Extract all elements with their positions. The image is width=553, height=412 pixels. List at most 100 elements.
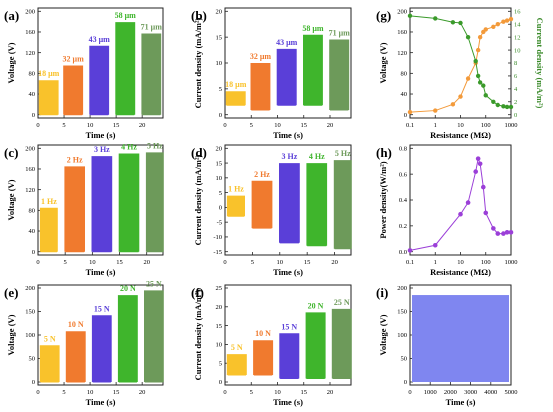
series-3: 15 N (279, 322, 300, 380)
series-bursts (39, 207, 58, 252)
x-tick-label: 10 (274, 389, 281, 396)
y-tick-label: 200 (25, 285, 35, 292)
series-bursts (303, 34, 323, 106)
y-tick-label: 0 (219, 379, 222, 386)
x-tick-label: 10 (87, 389, 94, 396)
x-axis-label: Time (s) (86, 267, 116, 277)
series-bursts (91, 315, 112, 382)
y-axis-label: Voltage (V) (378, 42, 388, 83)
series-bursts (145, 152, 164, 252)
x-tick-label: 10 (457, 122, 464, 129)
panel-label: (b) (191, 8, 207, 23)
x-tick-label: 15 (116, 259, 123, 266)
x-tick-label: 10 (457, 259, 464, 266)
y-tick-label: 0.6 (399, 171, 408, 178)
y-axis-label: Power density(W/m²) (378, 161, 388, 238)
y-tick-label: 0 (32, 112, 35, 119)
data-point (501, 231, 506, 236)
x-tick-label: 0 (36, 259, 39, 266)
data-point (458, 94, 463, 99)
series-bursts (226, 354, 247, 375)
x-axis-label: Time (s) (86, 130, 116, 140)
y-axis-label: Voltage (V) (6, 42, 16, 83)
data-point (481, 83, 486, 88)
y-axis-label: Current density (mA/m²) (193, 154, 203, 245)
series-2: 10 N (253, 329, 274, 376)
series-5: 5 Hz (333, 149, 352, 250)
data-point (501, 19, 506, 24)
y2-tick-label: 6 (514, 73, 518, 80)
y-tick-label: -15 (213, 249, 222, 256)
panel-a: (a) 0 40 80 120 160 200 Voltage (V) Time (s) 0 5 10… (4, 7, 164, 140)
series-bursts (331, 308, 352, 379)
series-bursts (39, 345, 60, 382)
y2-tick-label: 4 (514, 86, 518, 93)
series-4: 4 Hz (118, 142, 140, 253)
series-bursts (226, 195, 245, 217)
y-axis-label: Current density (mA/m²) (193, 17, 203, 108)
x-tick-label: 20 (327, 122, 334, 129)
series-bursts (250, 63, 271, 110)
data-point (432, 242, 438, 248)
series-bursts (141, 33, 162, 115)
x-tick-label: 1 (434, 259, 437, 266)
x-tick-label: 20 (139, 122, 146, 129)
series-3: 43 μm (276, 38, 298, 106)
data-point (477, 34, 483, 40)
y2-tick-label: 14 (514, 21, 521, 28)
x-tick-label: 1 (434, 122, 437, 129)
series-bursts (115, 22, 136, 115)
series-5: 25 N (331, 298, 352, 380)
x-axis-label: Time (s) (273, 267, 303, 277)
series-1: 5 N (226, 343, 247, 376)
series-bursts (38, 80, 59, 115)
series-bursts (279, 163, 300, 243)
panel-label: (c) (4, 145, 18, 160)
y-tick-label: 0 (32, 249, 35, 256)
x-tick-label: 0.1 (406, 259, 414, 266)
series-1: 1 Hz (226, 185, 245, 217)
data-point (475, 47, 481, 53)
series-bursts (89, 45, 110, 115)
series-label: 10 N (255, 329, 271, 338)
x-tick-label: 0 (36, 122, 39, 129)
panel-label: (e) (4, 285, 18, 300)
series-2: 2 Hz (64, 155, 85, 253)
series-5: 71 μm (329, 29, 350, 111)
series-label: 5 Hz (335, 149, 351, 158)
data-point (504, 18, 510, 23)
y-tick-label: 10 (216, 60, 223, 67)
y-tick-label: 100 (397, 332, 407, 339)
x-tick-label: 5 (250, 389, 253, 396)
series-label: 18 μm (225, 80, 247, 89)
series-bursts (279, 333, 300, 379)
series-3: 43 μm (89, 35, 110, 116)
plot-frame (409, 144, 512, 256)
series-bursts (144, 290, 164, 382)
series-bursts (306, 163, 328, 246)
data-point (504, 230, 510, 235)
data-point (508, 104, 514, 110)
series-label: 4 Hz (309, 152, 325, 161)
series-bursts (65, 331, 86, 382)
series-label: 4 Hz (121, 142, 137, 151)
series-1: 1 Hz (39, 197, 58, 253)
panel-label: (i) (376, 285, 388, 300)
series-label: 32 μm (250, 52, 272, 61)
y2-tick-label: 10 (514, 47, 521, 54)
y-tick-label: 150 (25, 309, 35, 316)
x-tick-label: 0 (36, 389, 39, 396)
series-1: 18 μm (225, 80, 247, 106)
y2-tick-label: 8 (514, 60, 517, 67)
series-bursts (333, 160, 352, 249)
data-point (475, 156, 481, 161)
x-tick-label: 20 (143, 259, 150, 266)
y-tick-label: 0.8 (399, 146, 407, 153)
data-point (433, 16, 438, 21)
x-axis-label: Time (s) (86, 397, 116, 407)
series-2: 10 N (65, 320, 86, 383)
series-5: 25 N (144, 279, 164, 383)
data-point (483, 210, 489, 216)
data-point (433, 108, 438, 113)
